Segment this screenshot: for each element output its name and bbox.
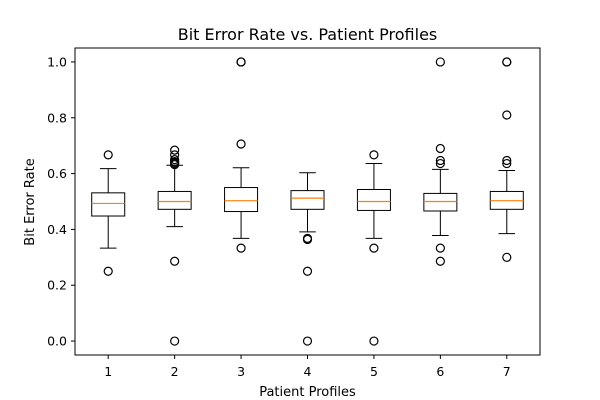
iqr-box	[423, 192, 458, 212]
x-tick-label: 3	[237, 364, 245, 379]
iqr-box	[356, 188, 391, 211]
box-group-5	[356, 150, 391, 346]
y-tick-label: 1.0	[47, 54, 67, 69]
x-tick-label: 1	[104, 364, 112, 379]
outlier-point	[435, 158, 445, 169]
x-tick-label: 6	[436, 364, 444, 379]
outlier-point	[302, 234, 313, 245]
y-axis: 0.0 0.2 0.4 0.6 0.8 1.0	[47, 54, 75, 349]
axes-frame	[74, 47, 541, 356]
outlier-point	[170, 336, 180, 346]
box-group-7	[489, 57, 524, 262]
chart-title: Bit Error Rate vs. Patient Profiles	[178, 25, 438, 44]
outlier-point	[103, 150, 113, 160]
outlier-point	[502, 155, 512, 166]
outlier-point	[170, 256, 180, 266]
x-tick-label: 7	[503, 364, 511, 379]
outlier-point	[435, 57, 445, 67]
x-axis-label: Patient Profiles	[259, 385, 356, 400]
outlier-point	[170, 160, 180, 170]
outlier-point	[435, 155, 445, 166]
y-tick-label: 0.0	[47, 334, 67, 349]
y-tick-label: 0.2	[47, 278, 67, 293]
outlier-point	[103, 266, 113, 276]
outlier-point	[369, 243, 379, 253]
x-axis: 1 2 3 4 5 6 7	[104, 355, 511, 379]
box-group-1	[91, 150, 126, 276]
outlier-point	[502, 110, 512, 120]
iqr-box	[224, 187, 259, 213]
outlier-point	[170, 145, 180, 155]
outlier-point	[369, 150, 379, 160]
outlier-point	[236, 57, 246, 67]
outlier-point	[435, 243, 445, 253]
outlier-point	[502, 158, 512, 169]
box-group-3	[224, 57, 259, 253]
iqr-box	[290, 190, 325, 210]
outlier-point	[435, 143, 445, 154]
outlier-point	[502, 252, 512, 262]
box-group-4	[290, 172, 325, 346]
outlier-point	[302, 266, 313, 276]
y-axis-label: Bit Error Rate	[23, 158, 38, 245]
plot-area	[91, 57, 524, 346]
x-tick-label: 2	[171, 364, 179, 379]
y-tick-label: 0.8	[47, 110, 67, 125]
outlier-point	[236, 139, 246, 149]
outlier-point	[369, 336, 379, 346]
outlier-point	[435, 256, 445, 266]
outlier-point	[302, 336, 313, 346]
iqr-box	[157, 190, 192, 210]
y-tick-label: 0.6	[47, 166, 67, 181]
x-tick-label: 5	[370, 364, 378, 379]
outlier-point	[502, 57, 512, 67]
x-tick-label: 4	[304, 364, 312, 379]
y-tick-label: 0.4	[47, 222, 67, 237]
box-group-2	[157, 145, 192, 346]
box-group-6	[423, 57, 458, 266]
outlier-point	[236, 243, 246, 253]
iqr-box	[91, 192, 126, 217]
